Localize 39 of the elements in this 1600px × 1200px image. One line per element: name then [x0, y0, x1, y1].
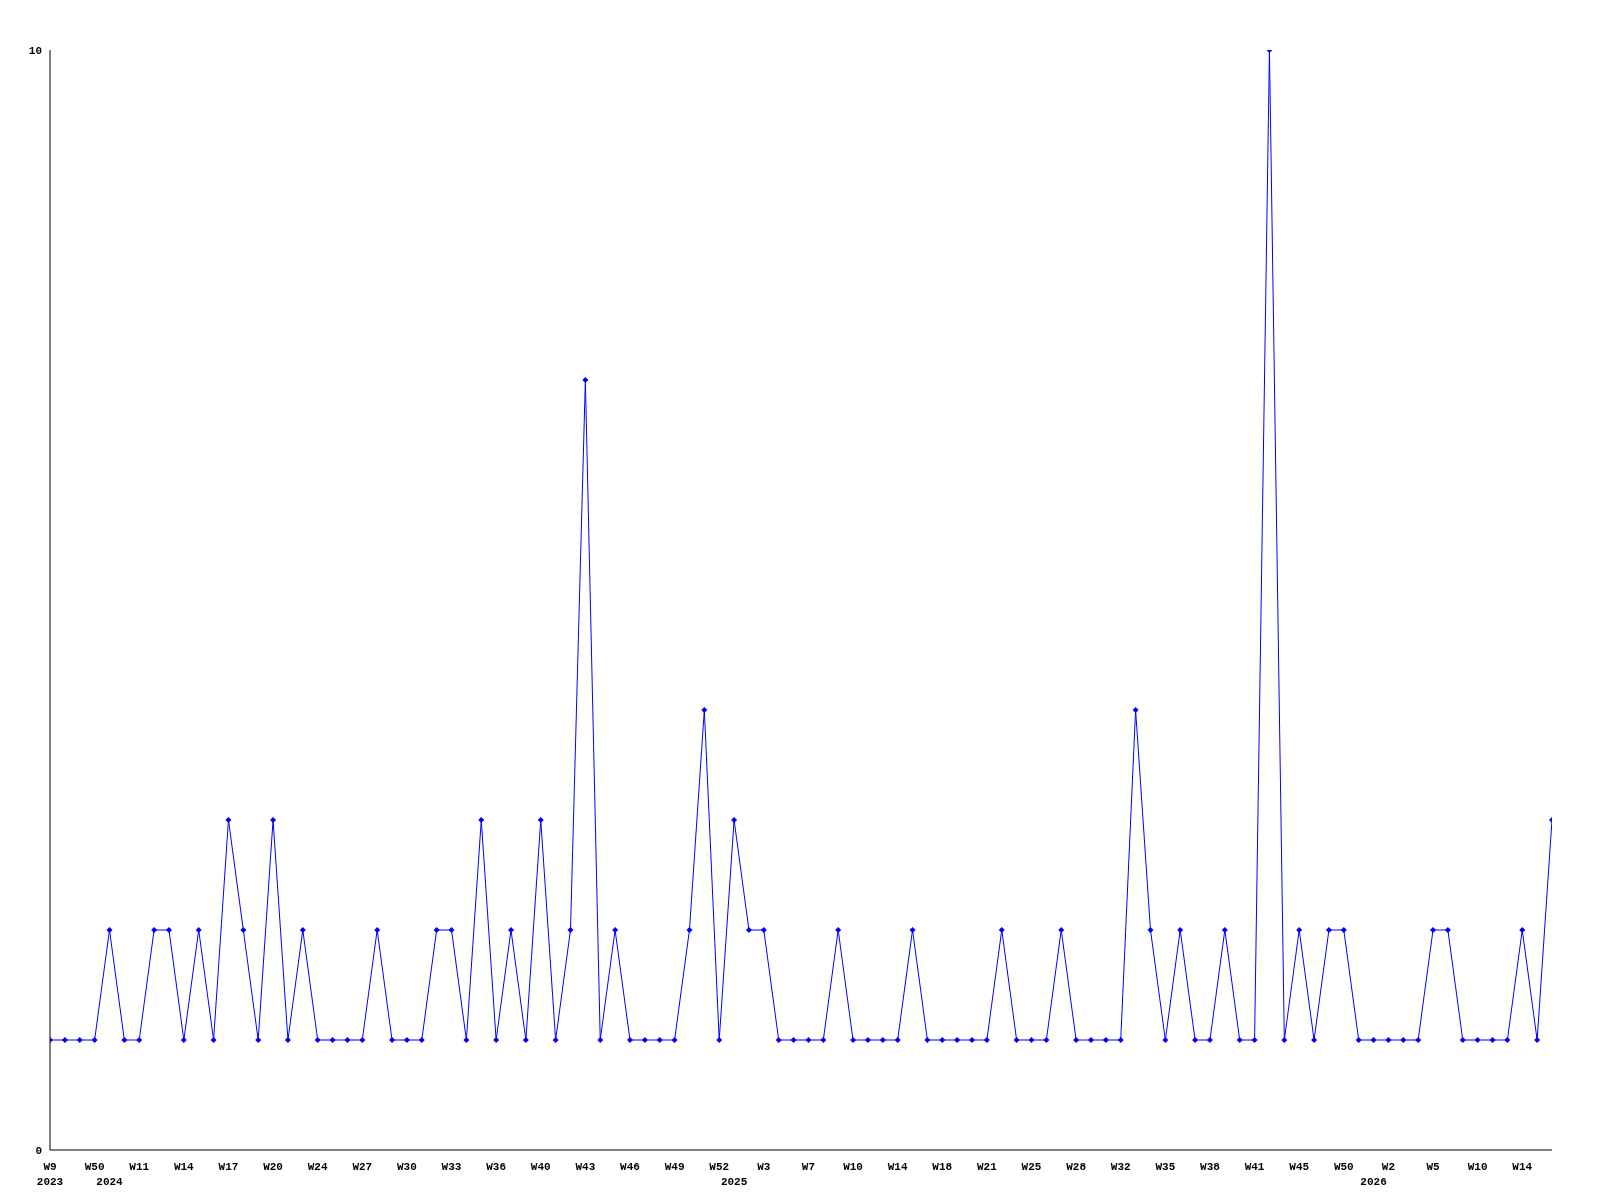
x-tick-label: W38	[1200, 1161, 1221, 1173]
x-tick-label: W2	[1381, 1161, 1396, 1173]
y-tick-label: 10	[28, 44, 42, 57]
x-tick-label: W27	[352, 1161, 373, 1173]
x-tick-label: W32	[1110, 1161, 1131, 1173]
y-tick-label: 0	[35, 1144, 42, 1157]
x-tick-label: W25	[1021, 1161, 1042, 1173]
x-tick-label: W46	[620, 1161, 640, 1173]
x-tick-label: W45	[1289, 1161, 1310, 1173]
x-tick-label: W3	[757, 1161, 771, 1173]
x-tick-label: W49	[664, 1161, 685, 1173]
x-tick-label: W18	[932, 1161, 953, 1173]
x-tick-label: W35	[1155, 1161, 1176, 1173]
x-tick-label: W24	[307, 1161, 328, 1173]
x-tick-label: W41	[1244, 1161, 1265, 1173]
x-tick-label: W10	[843, 1161, 863, 1173]
x-tick-label: W50	[84, 1161, 105, 1173]
x-tick-label: W14	[173, 1161, 195, 1173]
x-tick-label: W17	[218, 1161, 239, 1173]
x-tick-label: W30	[397, 1161, 417, 1173]
x-tick-label: W7	[801, 1161, 816, 1173]
x-tick-label: W20	[263, 1161, 283, 1173]
x-tick-label: W50	[1333, 1161, 1354, 1173]
x-tick-label: W28	[1066, 1161, 1087, 1173]
x-tick-label: W40	[530, 1161, 551, 1173]
x-tick-label: W10	[1467, 1161, 1488, 1173]
x-tick-label: W14	[1512, 1161, 1533, 1173]
x-tick-label: W52	[709, 1161, 730, 1173]
x-tick-label: W11	[129, 1161, 150, 1173]
x-tick-label: 2025	[720, 1176, 748, 1188]
x-tick-label: W9 2023	[36, 1161, 64, 1188]
x-tick-label: W5	[1426, 1161, 1441, 1173]
x-tick-label: W14	[887, 1161, 908, 1173]
x-tick-label: W43	[575, 1161, 596, 1173]
x-tick-label: 2024	[96, 1176, 124, 1188]
x-tick-label: W33	[441, 1161, 462, 1173]
x-tick-label: 2026	[1360, 1176, 1387, 1188]
x-tick-label: W21	[976, 1161, 998, 1173]
x-tick-label: W36	[486, 1161, 507, 1173]
